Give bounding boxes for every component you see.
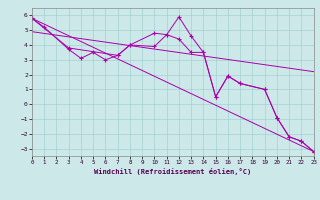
X-axis label: Windchill (Refroidissement éolien,°C): Windchill (Refroidissement éolien,°C) <box>94 168 252 175</box>
